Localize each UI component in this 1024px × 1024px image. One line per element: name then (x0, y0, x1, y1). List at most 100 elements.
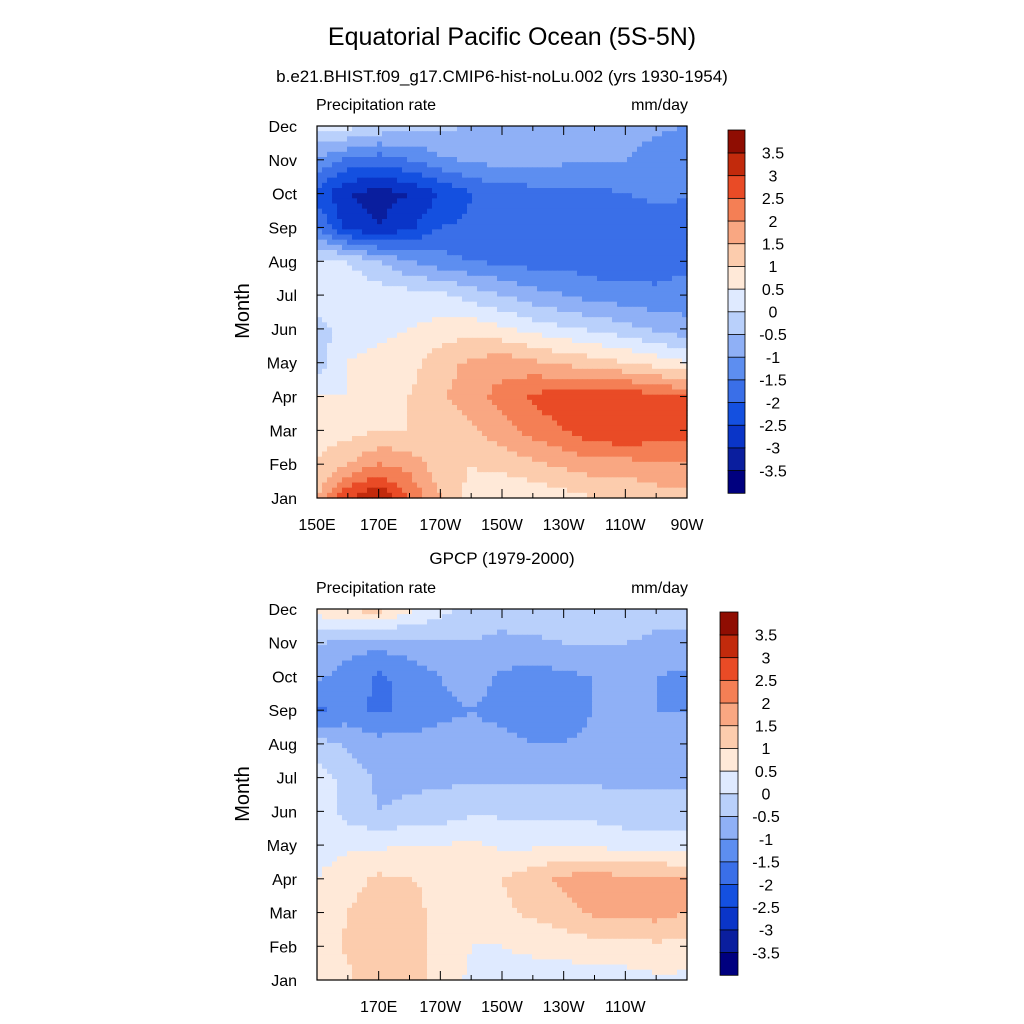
contour-cell (317, 374, 323, 380)
contour-cell (322, 157, 328, 163)
contour-cell (572, 219, 578, 225)
contour-cell (372, 224, 378, 230)
contour-cell (362, 219, 368, 225)
contour-cell (427, 234, 433, 241)
contour-cell (487, 270, 493, 277)
contour-cell (592, 198, 598, 205)
contour-cell (402, 415, 408, 422)
contour-cell (647, 131, 653, 137)
contour-cell (502, 146, 508, 153)
contour-cell (382, 312, 388, 318)
contour-cell (377, 312, 383, 318)
contour-cell (322, 193, 328, 199)
contour-cell (467, 420, 473, 427)
contour-cell (352, 358, 358, 365)
contour-cell (587, 265, 593, 272)
contour-cell (557, 399, 563, 406)
contour-cell (567, 353, 573, 360)
contour-cell (667, 229, 673, 236)
contour-cell (607, 203, 613, 210)
contour-cell (597, 188, 603, 194)
contour-cell (607, 327, 613, 334)
contour-cell (437, 229, 443, 236)
contour-cell (522, 229, 528, 236)
contour-cell (472, 203, 478, 210)
contour-cell (437, 146, 443, 153)
contour-cell (597, 441, 603, 447)
contour-cell (642, 208, 648, 215)
contour-cell (477, 136, 483, 143)
contour-cell (472, 182, 478, 189)
contour-cell (412, 239, 418, 246)
contour-cell (507, 384, 513, 391)
contour-cell (547, 167, 553, 174)
contour-cell (432, 337, 438, 344)
contour-cell (432, 260, 438, 267)
contour-cell (377, 291, 383, 298)
contour-cell (447, 126, 453, 132)
contour-cell (387, 353, 393, 360)
contour-cell (677, 343, 683, 349)
contour-cell (507, 198, 513, 205)
contour-cell (592, 265, 598, 272)
contour-cell (452, 368, 458, 375)
contour-cell (622, 358, 628, 365)
contour-cell (317, 126, 323, 132)
contour-cell (402, 131, 408, 137)
contour-cell (427, 461, 433, 468)
contour-cell (657, 384, 663, 391)
contour-cell (497, 332, 503, 339)
contour-cell (407, 306, 413, 313)
contour-cell (632, 456, 638, 463)
contour-cell (582, 229, 588, 236)
contour-cell (682, 410, 688, 416)
contour-cell (557, 358, 563, 365)
contour-cell (602, 343, 608, 349)
contour-cell (567, 322, 573, 329)
contour-cell (682, 188, 688, 194)
contour-cell (417, 425, 423, 432)
contour-cell (352, 296, 358, 303)
contour-cell (652, 260, 658, 267)
contour-cell (542, 451, 548, 458)
contour-cell (602, 363, 608, 370)
contour-cell (582, 327, 588, 334)
contour-cell (407, 162, 413, 168)
contour-cell (477, 461, 483, 468)
contour-cell (532, 131, 538, 137)
contour-cell (612, 126, 618, 132)
contour-cell (567, 151, 573, 158)
contour-cell (422, 229, 428, 236)
contour-cell (457, 146, 463, 153)
contour-cell (362, 394, 368, 401)
contour-cell (377, 265, 383, 272)
contour-cell (352, 229, 358, 236)
contour-cell (322, 234, 328, 241)
contour-cell (522, 286, 528, 292)
contour-cell (502, 374, 508, 380)
contour-cell (632, 198, 638, 205)
contour-cell (597, 172, 603, 179)
contour-cell (497, 193, 503, 199)
contour-cell (407, 425, 413, 432)
contour-cell (532, 188, 538, 194)
contour-cell (587, 275, 593, 282)
contour-cell (327, 167, 333, 174)
contour-cell (542, 286, 548, 292)
contour-cell (677, 157, 683, 163)
contour-cell (577, 456, 583, 463)
contour-cell (327, 219, 333, 225)
contour-cell (507, 441, 513, 447)
contour-cell (432, 281, 438, 287)
contour-cell (522, 441, 528, 447)
contour-cell (652, 425, 658, 432)
contour-cell (522, 270, 528, 277)
contour-cell (637, 317, 643, 323)
contour-cell (527, 430, 533, 437)
contour-cell (467, 436, 473, 442)
contour-cell (617, 405, 623, 411)
contour-cell (622, 327, 628, 334)
contour-cell (382, 167, 388, 174)
contour-cell (632, 430, 638, 437)
contour-cell (512, 157, 518, 163)
